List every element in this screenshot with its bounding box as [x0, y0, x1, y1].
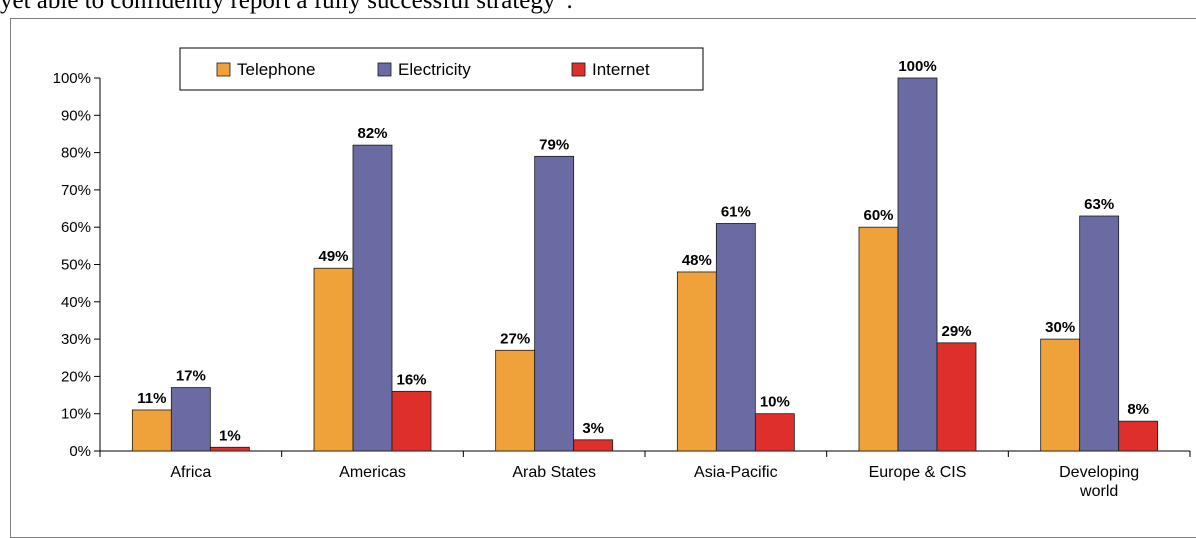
- y-tick-label: 20%: [61, 368, 91, 385]
- data-label-internet: 16%: [396, 371, 426, 388]
- x-category-label-line: Asia-Pacific: [694, 464, 778, 481]
- bar-telephone: [131, 409, 172, 452]
- x-category-label: Developing world: [1059, 464, 1139, 500]
- x-category-label: Americas: [339, 464, 406, 481]
- bar-electricity: [897, 77, 938, 452]
- data-label-internet: 1%: [219, 427, 241, 444]
- data-label-telephone: 11%: [137, 390, 166, 407]
- data-label-electricity: 17%: [176, 368, 206, 385]
- legend-label-telephone: Telephone: [237, 60, 315, 79]
- bar-electricity: [170, 387, 211, 452]
- data-label-telephone: 30%: [1045, 319, 1075, 336]
- bar-telephone: [1040, 338, 1081, 452]
- x-category-label-line: Africa: [170, 464, 211, 481]
- data-label-electricity: 79%: [539, 136, 569, 153]
- bar-telephone: [858, 226, 899, 452]
- chart-bars: [131, 77, 1159, 452]
- bar-internet: [754, 413, 795, 452]
- y-tick-label: 90%: [61, 107, 91, 124]
- x-category-label-line: world: [1079, 483, 1118, 500]
- chart-data-labels: 11% 17% 1% 49% 82% 16% 27% 79% 3% 48% 61% 10% 60% 100…: [137, 58, 1149, 444]
- data-label-telephone: 48%: [682, 252, 712, 269]
- x-category-label: Africa: [170, 464, 211, 481]
- legend-label-electricity: Electricity: [398, 60, 471, 79]
- data-label-telephone: 60%: [863, 207, 893, 224]
- bar-internet: [573, 439, 614, 452]
- y-tick-label: 0%: [69, 443, 91, 460]
- x-category-label: Asia-Pacific: [694, 464, 778, 481]
- x-category-label-line: Europe & CIS: [869, 464, 967, 481]
- bar-chart: 0% 10% 20% 30% 40% 50% 60% 70% 80% 90% 100% Africa A…: [53, 47, 1191, 500]
- bar-internet: [391, 390, 432, 452]
- legend-swatch-telephone: [216, 62, 231, 77]
- bar-telephone: [313, 267, 354, 452]
- x-category-label-line: Developing: [1059, 464, 1139, 481]
- bar-internet: [936, 342, 977, 452]
- bar-telephone: [676, 271, 717, 452]
- data-label-electricity: 61%: [721, 203, 751, 220]
- data-label-internet: 8%: [1127, 401, 1149, 418]
- bar-internet: [1118, 420, 1159, 452]
- data-label-electricity: 63%: [1084, 196, 1114, 213]
- y-tick-label: 30%: [61, 331, 91, 348]
- legend-swatch-electricity: [377, 62, 392, 77]
- data-label-telephone: 49%: [318, 248, 348, 265]
- y-tick-label: 80%: [61, 145, 91, 162]
- bar-electricity: [352, 144, 393, 452]
- bar-electricity: [1079, 215, 1120, 452]
- chart-legend: Telephone Electricity Internet: [179, 47, 704, 91]
- y-tick-label: 10%: [61, 406, 91, 423]
- x-category-label: Europe & CIS: [869, 464, 967, 481]
- y-tick-label: 100%: [53, 70, 91, 87]
- data-label-electricity: 100%: [898, 58, 936, 75]
- bar-internet: [209, 446, 250, 452]
- y-tick-label: 70%: [61, 182, 91, 199]
- y-tick-label: 60%: [61, 219, 91, 236]
- data-label-internet: 10%: [760, 394, 790, 411]
- document-text-above: yet able to confidently report a fully s…: [0, 0, 573, 14]
- data-label-internet: 3%: [582, 420, 604, 437]
- bar-electricity: [715, 223, 756, 452]
- x-category-label-line: Arab States: [512, 464, 596, 481]
- data-label-telephone: 27%: [500, 330, 530, 347]
- chart-axes: 0% 10% 20% 30% 40% 50% 60% 70% 80% 90% 100% Africa A…: [53, 70, 1191, 500]
- bar-electricity: [534, 155, 575, 452]
- legend-swatch-internet: [571, 62, 586, 77]
- data-label-internet: 29%: [941, 323, 971, 340]
- x-category-label: Arab States: [512, 464, 596, 481]
- legend-label-internet: Internet: [592, 60, 650, 79]
- data-label-electricity: 82%: [357, 125, 387, 142]
- y-tick-label: 40%: [61, 294, 91, 311]
- y-tick-label: 50%: [61, 257, 91, 274]
- x-category-label-line: Americas: [339, 464, 406, 481]
- legend-box: [179, 47, 704, 91]
- bar-telephone: [495, 349, 536, 452]
